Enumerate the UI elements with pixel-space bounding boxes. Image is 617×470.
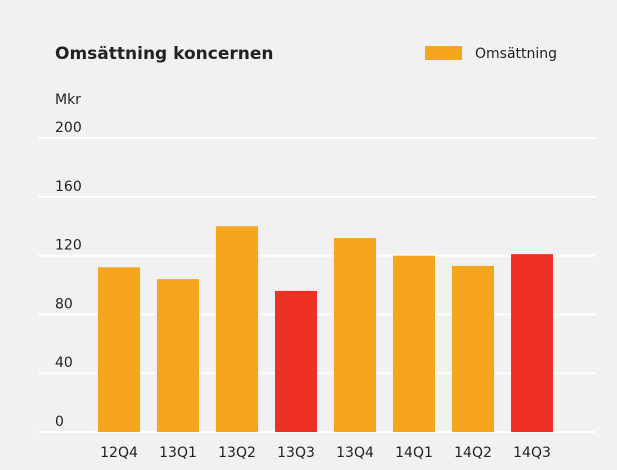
x-tick-label: 14Q2 (454, 445, 492, 461)
chart-title: Omsättning koncernen (55, 44, 274, 64)
bar (511, 254, 553, 432)
y-tick-label: 0 (55, 414, 64, 430)
y-tick-label: 200 (55, 120, 82, 136)
x-tick-label: 13Q3 (277, 445, 315, 461)
x-tick-label: 13Q1 (159, 445, 197, 461)
y-tick-label: 160 (55, 179, 82, 195)
x-tick-label: 14Q3 (513, 445, 551, 461)
bar (216, 226, 258, 432)
y-tick-label: 80 (55, 296, 73, 312)
bar (98, 267, 140, 432)
y-axis-label: Mkr (55, 92, 81, 108)
bar (275, 290, 317, 432)
y-tick-label: 40 (55, 355, 73, 371)
bar (452, 265, 494, 432)
bar (334, 237, 376, 432)
bar (157, 279, 199, 432)
y-tick-label: 120 (55, 238, 82, 254)
legend-label: Omsättning (475, 46, 557, 62)
x-tick-label: 13Q4 (336, 445, 374, 461)
bar (393, 255, 435, 432)
x-tick-label: 14Q1 (395, 445, 433, 461)
x-tick-label: 13Q2 (218, 445, 256, 461)
x-tick-label: 12Q4 (100, 445, 138, 461)
legend-swatch (425, 46, 462, 60)
